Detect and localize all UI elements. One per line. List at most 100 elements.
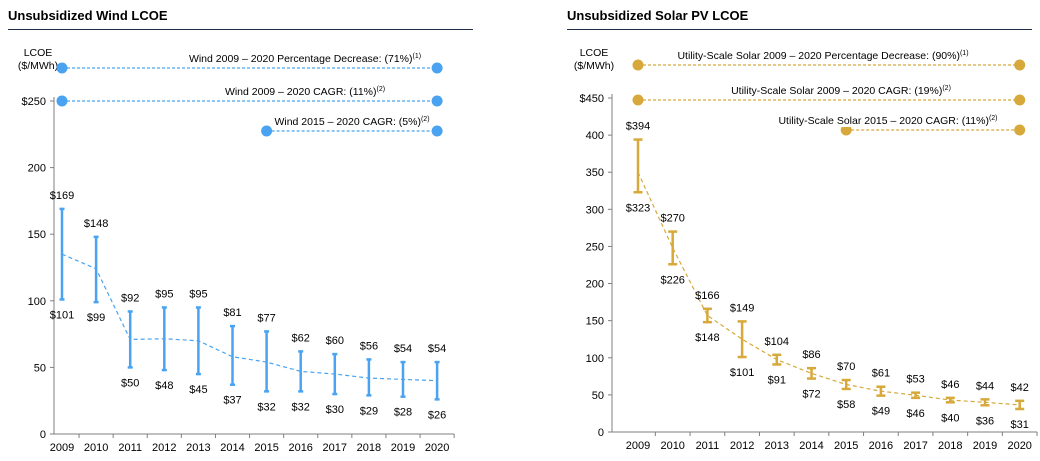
- solar-high-label: $149: [730, 302, 754, 314]
- solar-annotation-sup: (2): [989, 115, 998, 122]
- wind-annotation-text-bg: [221, 85, 389, 98]
- wind-annotation-main: Wind 2009 – 2020 Percentage Decrease: (7…: [189, 53, 413, 65]
- wind-high-label: $169: [50, 190, 74, 202]
- solar-low-label: $40: [941, 412, 959, 424]
- wind-x-tick-label: 2011: [118, 442, 142, 454]
- wind-high-label: $77: [257, 312, 275, 324]
- wind-annotation-main: Wind 2009 – 2020 CAGR: (11%): [225, 86, 377, 98]
- solar-high-label: $86: [802, 349, 820, 361]
- wind-annotation-end-dot: [431, 62, 443, 74]
- wind-annotation-start-dot: [56, 95, 68, 107]
- solar-x-tick-label: 2010: [660, 440, 684, 452]
- wind-x-tick-label: 2017: [323, 442, 347, 454]
- solar-annotation-end-dot: [1014, 59, 1026, 71]
- wind-x-tick-label: 2009: [50, 442, 74, 454]
- wind-high-label: $60: [326, 335, 344, 347]
- solar-y-axis-label-line: ($/MWh): [574, 60, 614, 72]
- solar-high-label: $394: [626, 121, 650, 133]
- solar-x-tick-label: 2013: [765, 440, 789, 452]
- wind-x-tick-label: 2015: [254, 442, 278, 454]
- solar-x-tick-label: 2012: [730, 440, 754, 452]
- solar-annotation-text: Utility-Scale Solar 2009 – 2020 Percenta…: [677, 50, 968, 62]
- solar-y-tick-label: 0: [598, 427, 604, 439]
- wind-high-label: $95: [155, 288, 173, 300]
- wind-low-label: $50: [121, 377, 139, 389]
- solar-x-tick-label: 2011: [696, 440, 720, 452]
- wind-annotation-sup: (2): [377, 86, 386, 93]
- solar-low-label: $91: [768, 374, 786, 386]
- solar-low-label: $31: [1011, 419, 1029, 431]
- solar-low-label: $323: [626, 202, 650, 214]
- solar-pv-lcoe-chart: LCOE ($/MWh) 0 50 100 150 200 250 300 350 400 $450 2…: [574, 47, 1038, 452]
- solar-high-label: $61: [872, 368, 890, 380]
- wind-y-tick-label: 0: [40, 429, 46, 441]
- wind-plot-group: LCOE ($/MWh) 0 50 100 150 200 $250 2009 2010 2011 2…: [18, 47, 455, 454]
- solar-x-tick-label: 2009: [626, 440, 650, 452]
- wind-low-label: $28: [394, 407, 412, 419]
- solar-low-label: $46: [906, 408, 924, 420]
- solar-low-label: $226: [660, 274, 684, 286]
- solar-plot-group: LCOE ($/MWh) 0 50 100 150 200 250 300 350 400 $450 2…: [574, 47, 1038, 452]
- wind-low-label: $26: [428, 409, 446, 421]
- solar-annotation-sup: (1): [960, 50, 969, 57]
- solar-annotation-text-bg: [728, 84, 954, 97]
- wind-y-axis-label-line: LCOE: [24, 47, 53, 59]
- wind-low-label: $32: [257, 401, 275, 413]
- solar-x-tick-label: 2020: [1007, 440, 1031, 452]
- solar-high-label: $270: [660, 213, 684, 225]
- wind-annotation-sup: (2): [421, 116, 430, 123]
- solar-y-tick-label: 150: [586, 316, 604, 328]
- wind-x-tick-label: 2020: [425, 442, 449, 454]
- solar-high-label: $166: [695, 290, 719, 302]
- wind-annotation-text-bg: [185, 52, 425, 65]
- solar-title-rule: [567, 29, 1032, 30]
- wind-low-label: $37: [223, 395, 241, 407]
- solar-low-label: $148: [695, 332, 719, 344]
- wind-annotation-text-bg: [271, 115, 433, 128]
- solar-y-tick-label: 300: [586, 204, 604, 216]
- wind-low-label: $45: [189, 384, 207, 396]
- wind-high-label: $54: [428, 343, 446, 355]
- wind-high-label: $56: [360, 340, 378, 352]
- solar-x-tick-label: 2016: [869, 440, 893, 452]
- solar-high-label: $53: [906, 374, 924, 386]
- wind-x-tick-label: 2019: [391, 442, 415, 454]
- solar-high-label: $104: [765, 336, 789, 348]
- solar-annotation-start-dot: [632, 94, 644, 106]
- wind-high-label: $95: [189, 288, 207, 300]
- solar-low-label: $36: [976, 415, 994, 427]
- solar-low-label: $49: [872, 406, 890, 418]
- wind-y-tick-label: 200: [28, 163, 46, 175]
- solar-y-axis-label-line: LCOE: [580, 47, 609, 59]
- wind-low-label: $32: [292, 401, 310, 413]
- wind-x-tick-label: 2014: [220, 442, 244, 454]
- solar-annotation-start-dot: [632, 59, 644, 71]
- wind-high-label: $92: [121, 292, 139, 304]
- solar-annotation-text-bg: [674, 49, 972, 62]
- wind-chart-title: Unsubsidized Wind LCOE: [8, 8, 168, 23]
- wind-low-label: $101: [50, 309, 74, 321]
- solar-y-tick-label: 200: [586, 279, 604, 291]
- solar-annotation-text-bg: [775, 114, 1001, 127]
- solar-trend-line: [637, 171, 1020, 406]
- solar-y-tick-label: 100: [586, 353, 604, 365]
- solar-low-label: $101: [730, 367, 754, 379]
- wind-high-label: $54: [394, 343, 412, 355]
- solar-y-tick-label: 400: [586, 130, 604, 142]
- wind-y-axis-label-line: ($/MWh): [18, 60, 58, 72]
- wind-lcoe-chart: LCOE ($/MWh) 0 50 100 150 200 $250 2009 2010 2011 2…: [18, 47, 455, 454]
- wind-annotation-main: Wind 2015 – 2020 CAGR: (5%): [274, 116, 421, 128]
- solar-high-label: $70: [837, 361, 855, 373]
- solar-annotation-start-dot: [840, 124, 852, 136]
- wind-title-rule: [8, 29, 473, 30]
- solar-annotation-main: Utility-Scale Solar 2009 – 2020 Percenta…: [677, 50, 960, 62]
- solar-chart-title: Unsubsidized Solar PV LCOE: [567, 8, 749, 23]
- wind-y-tick-label: 100: [28, 296, 46, 308]
- wind-high-label: $62: [292, 332, 310, 344]
- solar-annotation-main: Utility-Scale Solar 2015 – 2020 CAGR: (1…: [778, 115, 988, 127]
- wind-y-tick-label: $250: [22, 96, 46, 108]
- solar-y-tick-label: 250: [586, 241, 604, 253]
- solar-x-tick-label: 2014: [799, 440, 823, 452]
- wind-annotation-start-dot: [261, 125, 273, 137]
- solar-high-label: $42: [1011, 382, 1029, 394]
